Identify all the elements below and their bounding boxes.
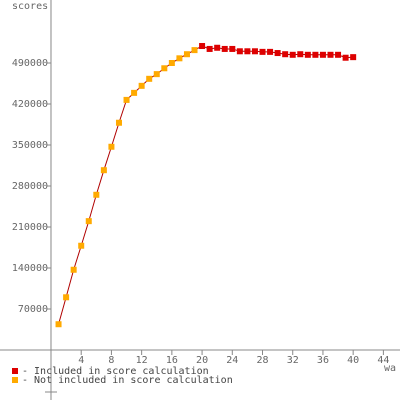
y-axis-label: scores xyxy=(12,1,48,12)
point xyxy=(251,48,258,55)
point xyxy=(267,48,274,55)
point xyxy=(342,54,349,61)
point xyxy=(123,96,130,103)
point xyxy=(327,51,334,58)
point xyxy=(78,242,85,249)
x-tick-label: 32 xyxy=(287,355,299,366)
point xyxy=(236,48,243,55)
legend-swatch xyxy=(12,377,18,383)
legend-text: - Not included in score calculation xyxy=(22,375,233,386)
x-tick-label: 40 xyxy=(347,355,359,366)
point xyxy=(221,45,228,52)
point xyxy=(312,51,319,58)
point xyxy=(304,51,311,58)
point xyxy=(319,51,326,58)
point xyxy=(229,45,236,52)
y-tick-label: 140000 xyxy=(12,263,48,274)
point xyxy=(199,43,206,50)
point xyxy=(206,45,213,52)
point xyxy=(274,50,281,57)
point xyxy=(183,51,190,58)
x-axis-label: wa xyxy=(384,363,396,374)
point xyxy=(146,75,153,82)
x-tick-label: 4 xyxy=(78,355,84,366)
x-tick-label: 12 xyxy=(136,355,148,366)
point xyxy=(153,71,160,78)
point xyxy=(93,191,100,198)
x-tick-label: 24 xyxy=(226,355,238,366)
point xyxy=(191,47,198,54)
point xyxy=(168,59,175,66)
x-tick-label: 44 xyxy=(377,355,389,366)
y-tick-label: 490000 xyxy=(12,58,48,69)
x-tick-label: 28 xyxy=(256,355,268,366)
point xyxy=(85,218,92,225)
x-tick-label: 20 xyxy=(196,355,208,366)
point xyxy=(161,65,168,72)
point xyxy=(350,54,357,61)
point xyxy=(55,321,62,328)
y-tick-label: 210000 xyxy=(12,222,48,233)
point xyxy=(131,89,138,96)
point xyxy=(176,55,183,62)
legend-text: - Included in score calculation xyxy=(22,366,209,377)
y-tick-label: 420000 xyxy=(12,99,48,110)
x-tick-label: 36 xyxy=(317,355,329,366)
point xyxy=(100,167,107,174)
point xyxy=(138,82,145,89)
point xyxy=(259,48,266,55)
point xyxy=(244,48,251,55)
point xyxy=(335,51,342,58)
point xyxy=(108,143,115,150)
y-tick-label: 280000 xyxy=(12,181,48,192)
point xyxy=(297,51,304,58)
y-tick-label: 350000 xyxy=(12,140,48,151)
series-line xyxy=(58,49,195,325)
x-tick-label: 8 xyxy=(108,355,114,366)
point xyxy=(115,119,122,126)
point xyxy=(289,51,296,58)
legend-swatch xyxy=(12,368,18,374)
point xyxy=(63,294,70,301)
point xyxy=(70,266,77,273)
x-tick-label: 16 xyxy=(166,355,178,366)
point xyxy=(214,44,221,51)
point xyxy=(282,51,289,58)
y-tick-label: 70000 xyxy=(18,304,48,315)
